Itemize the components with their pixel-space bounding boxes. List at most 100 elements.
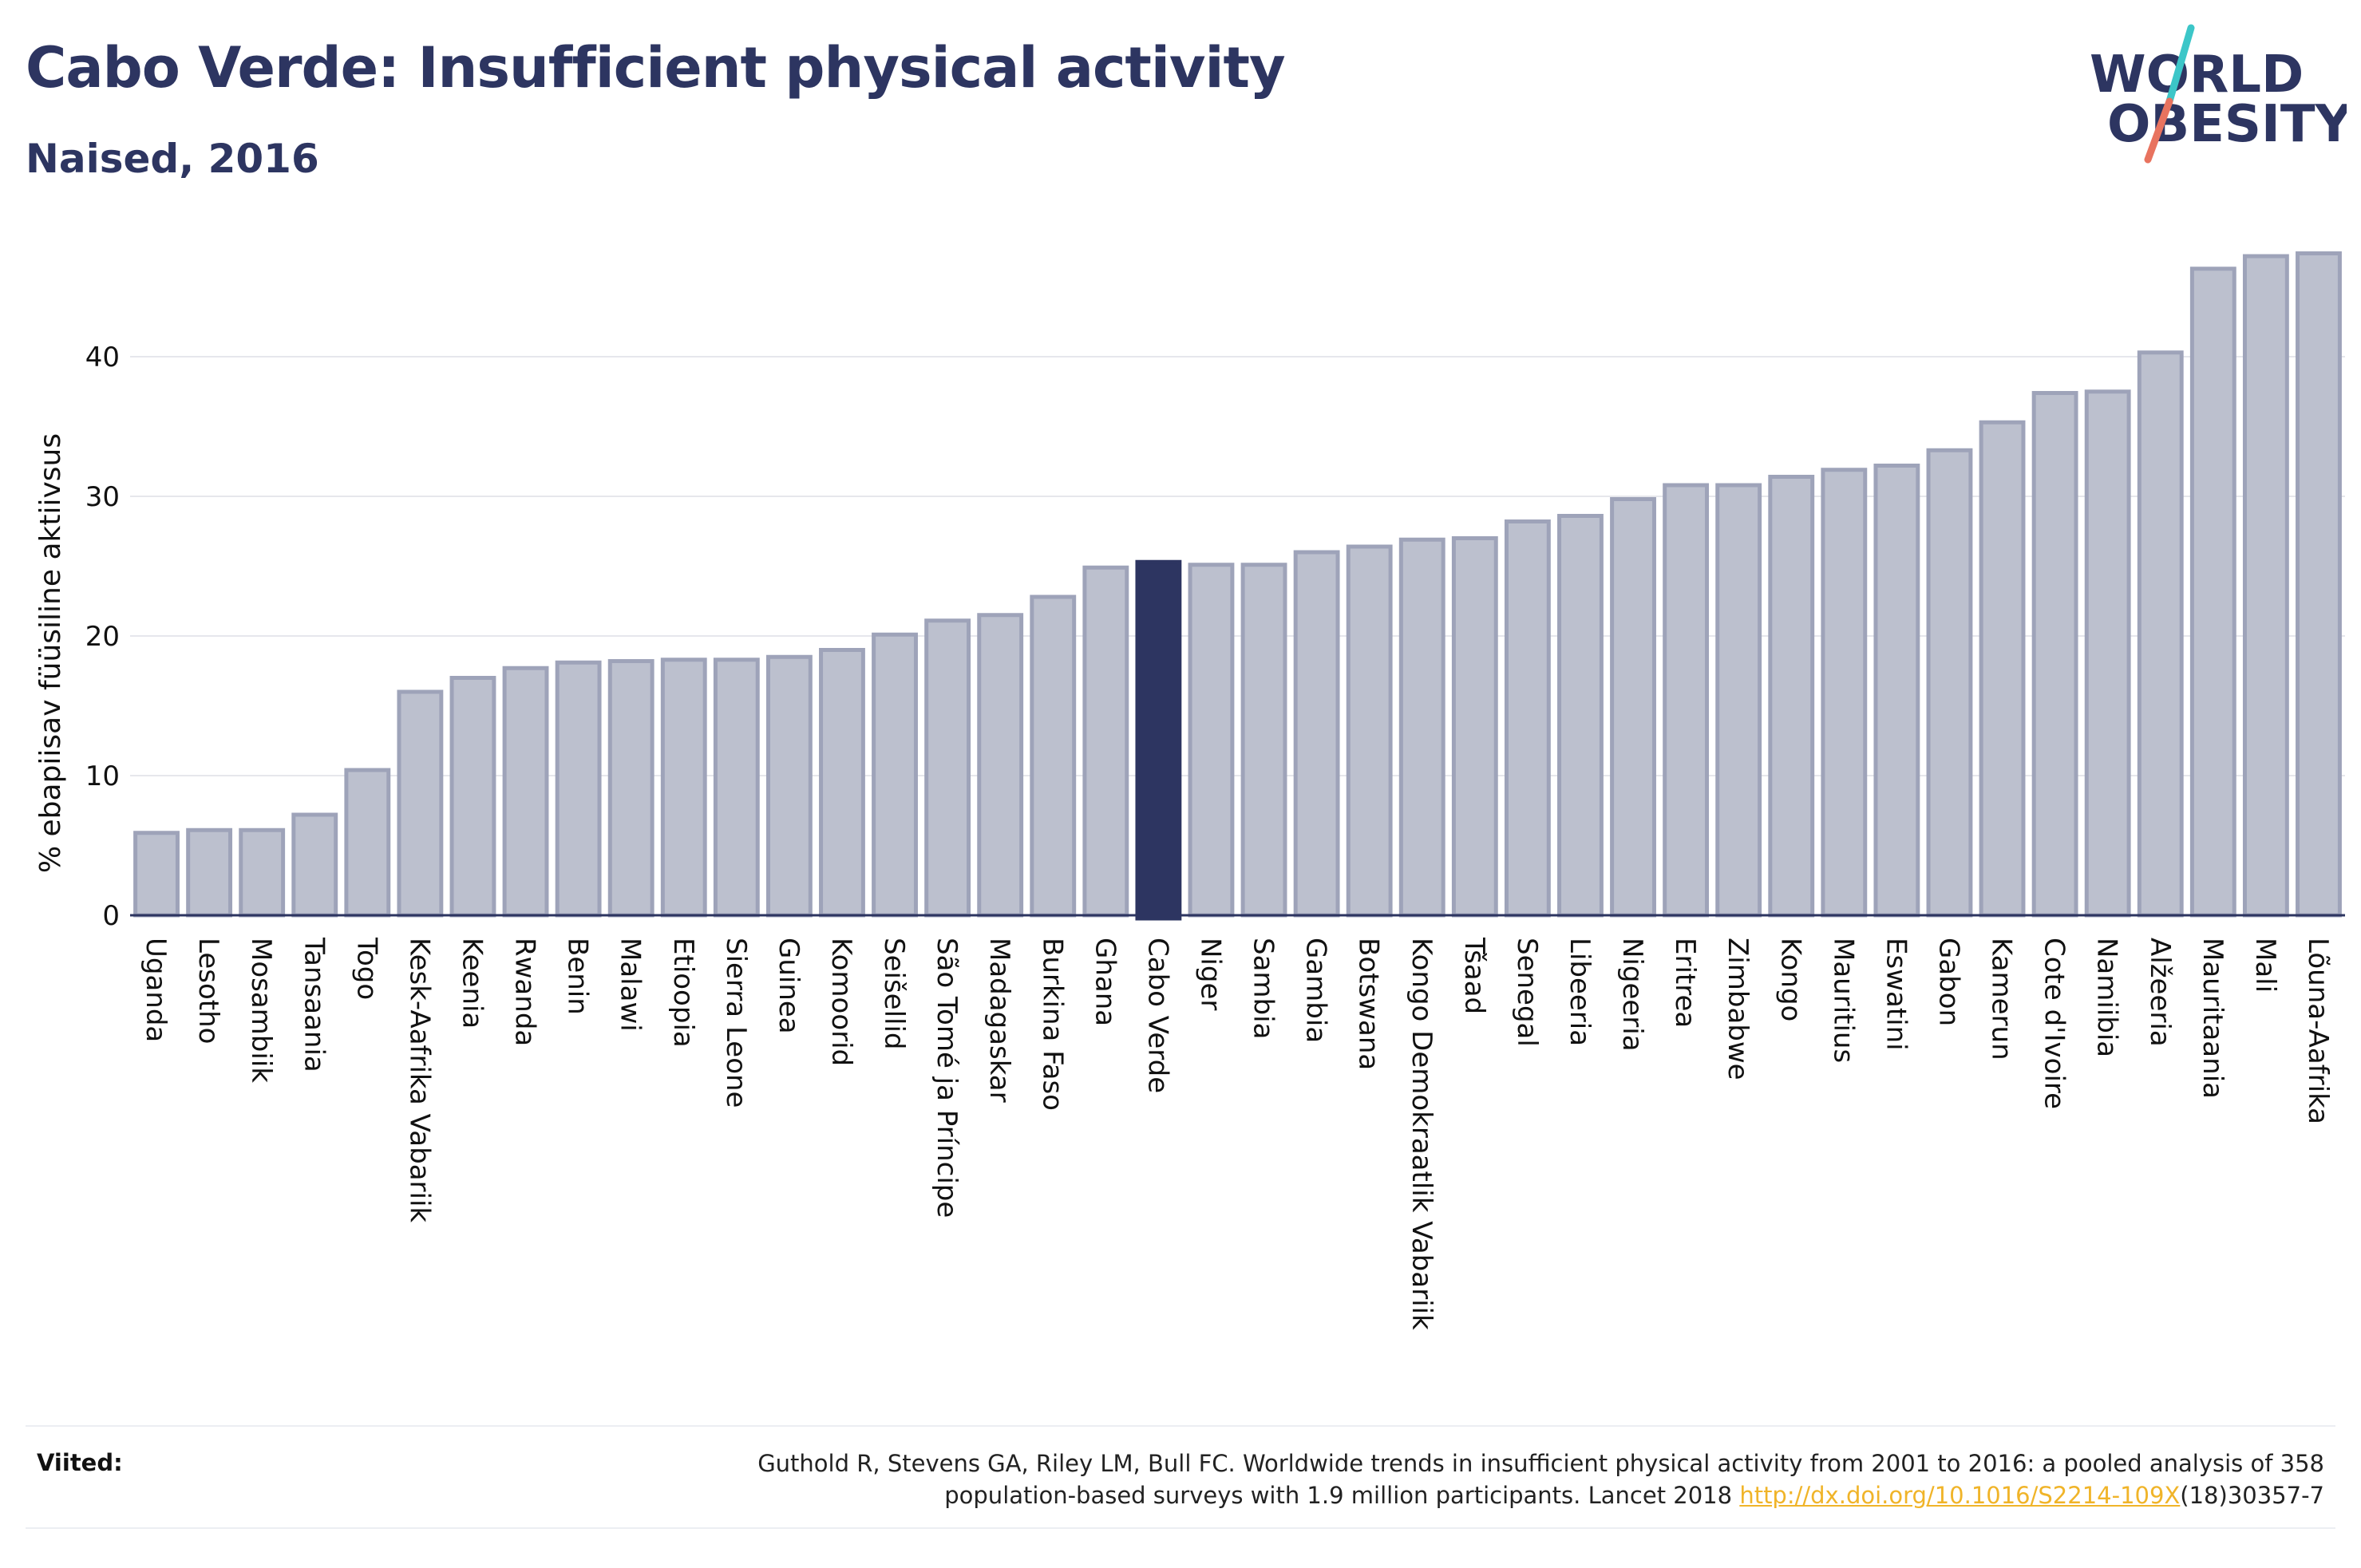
citation-line1: Guthold R, Stevens GA, Riley LM, Bull FC…	[757, 1450, 2324, 1477]
bar	[660, 658, 707, 918]
y-axis-label: % ebapiisav füüsiline aktiivsus	[34, 433, 67, 873]
x-tick-label: Libeeria	[1564, 938, 1596, 1046]
bar-highlighted	[1135, 559, 1182, 921]
logo-line1: WORLD	[2090, 45, 2304, 105]
bar-chart: 0 10 20 30 40 % ebapiisav füüsiline aktiivsus…	[34, 251, 2345, 1330]
bar	[344, 768, 391, 918]
sources-box: Viited: Guthold R, Stevens GA, Riley LM,…	[26, 1425, 2335, 1529]
bar	[765, 654, 813, 918]
citation-line2: population-based surveys with 1.9 millio…	[944, 1482, 1740, 1509]
x-tick-label: Niger	[1194, 938, 1226, 1010]
sources-citation: Guthold R, Stevens GA, Riley LM, Bull FC…	[449, 1448, 2324, 1511]
x-tick-label: Mali	[2249, 938, 2281, 993]
x-tick-label: Eswatini	[1880, 938, 1912, 1051]
bar	[2242, 254, 2289, 918]
x-tick-label: Keenia	[456, 938, 488, 1029]
y-tick-label: 10	[85, 760, 120, 792]
x-tick-label: Tansaania	[298, 937, 330, 1072]
bar	[555, 660, 602, 918]
x-tick-label: Sambia	[1248, 938, 1279, 1039]
bar	[133, 831, 180, 918]
x-tick-label: Lesotho	[192, 938, 224, 1044]
bar	[1293, 550, 1340, 918]
y-tick-label: 20	[85, 621, 120, 653]
bar	[449, 676, 496, 918]
bar	[1346, 544, 1393, 918]
bar	[819, 648, 865, 918]
x-tick-label: Kesk-Aafrika Vabariik	[403, 938, 435, 1222]
doi-link[interactable]: http://dx.doi.org/10.1016/S2214-109X	[1739, 1482, 2181, 1509]
x-tick-label: Namiibia	[2091, 938, 2123, 1057]
bar	[924, 618, 971, 918]
x-tick-label: Komoorid	[825, 938, 857, 1066]
x-tick-label: Uganda	[140, 938, 172, 1042]
bar	[186, 827, 233, 918]
bar	[2189, 267, 2236, 918]
bar	[1451, 536, 1498, 918]
y-tick-label: 0	[102, 900, 120, 932]
x-tick-label: Zimbabwe	[1722, 938, 1754, 1080]
bar	[713, 658, 760, 918]
bar	[1030, 594, 1077, 918]
x-tick-label: São Tomé ja Príncipe	[931, 938, 963, 1218]
bar	[291, 812, 338, 918]
x-tick-label: Cabo Verde	[1141, 938, 1173, 1093]
page-subtitle: Naised, 2016	[26, 136, 319, 182]
x-tick-label: Sierra Leone	[720, 938, 752, 1108]
bar	[1082, 565, 1129, 918]
x-tick-label: Tšaad	[1458, 937, 1490, 1014]
bar	[2084, 389, 2131, 918]
bar	[1873, 464, 1920, 918]
x-tick-label: Nigeeria	[1616, 938, 1648, 1052]
citation-suffix: (18)30357-7	[2180, 1482, 2324, 1509]
x-tick-label: Mauritaania	[2197, 938, 2229, 1099]
bar	[2137, 350, 2184, 918]
y-tick-label: 30	[85, 481, 120, 513]
bar	[397, 689, 444, 918]
bar	[2296, 251, 2342, 918]
bar	[1188, 563, 1235, 918]
bar	[239, 827, 286, 918]
x-tick-label: Madagaskar	[983, 938, 1015, 1103]
x-tick-label: Mosambiik	[245, 938, 277, 1083]
x-tick-label: Lõuna-Aafrika	[2302, 938, 2334, 1124]
x-tick-label: Etioopia	[667, 938, 699, 1048]
logo-slash-coral	[2144, 97, 2173, 164]
x-tick-label: Alžeeria	[2144, 938, 2176, 1047]
x-tick-label: Guinea	[773, 938, 805, 1034]
world-obesity-logo: WORLD OBESITY	[2090, 24, 2347, 164]
x-tick-label: Senegal	[1511, 938, 1543, 1047]
x-tick-label: Kongo	[1774, 938, 1806, 1021]
page-title: Cabo Verde: Insufficient physical activi…	[26, 35, 1286, 101]
x-tick-label: Togo	[350, 937, 382, 1000]
x-tick-label: Kamerun	[1986, 938, 2018, 1060]
bar	[1610, 497, 1656, 918]
bar	[1663, 483, 1710, 918]
x-tick-label: Gabon	[1932, 938, 1964, 1026]
bar	[1768, 475, 1815, 918]
x-tick-label: Gambia	[1300, 938, 1332, 1043]
x-tick-label: Malawi	[615, 938, 647, 1032]
bar	[1979, 420, 2026, 918]
bar	[977, 613, 1024, 918]
x-tick-label: Seišellid	[878, 938, 910, 1050]
x-tick-label: Ghana	[1089, 938, 1121, 1026]
bar	[1398, 537, 1445, 918]
x-tick-label: Botswana	[1353, 938, 1385, 1070]
bar	[1821, 468, 1868, 918]
logo-line2: OBESITY	[2107, 95, 2347, 154]
x-tick-label: Eritrea	[1669, 938, 1701, 1028]
bar	[2031, 391, 2078, 918]
bar	[1240, 563, 1287, 918]
bar	[502, 666, 549, 918]
bar	[607, 659, 655, 918]
bar	[1557, 514, 1604, 918]
bar	[1715, 483, 1762, 918]
y-tick-label: 40	[85, 342, 120, 373]
bar	[872, 632, 918, 918]
bar	[1504, 519, 1551, 918]
x-tick-label: Benin	[562, 938, 594, 1015]
x-tick-label: Burkina Faso	[1036, 938, 1068, 1111]
x-tick-label: Cote d'Ivoire	[2039, 938, 2070, 1109]
sources-label: Viited:	[37, 1449, 123, 1476]
